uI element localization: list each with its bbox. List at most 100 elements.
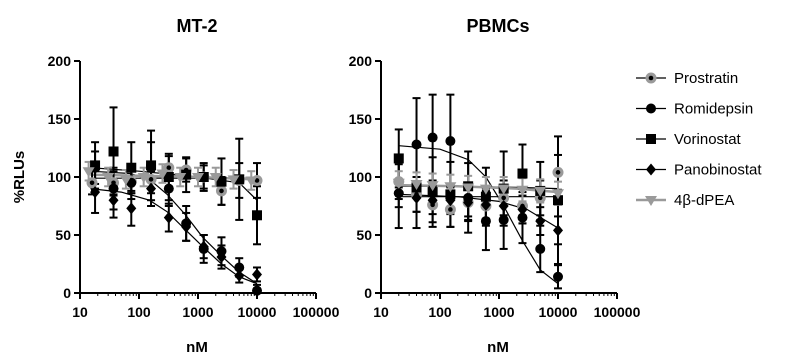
legend-item: Romidepsin [636, 101, 753, 118]
legend-label: Panobinostat [674, 162, 762, 179]
legend-marker [646, 134, 656, 144]
data-point-center [148, 177, 154, 182]
x-tick-label: 1000 [483, 304, 514, 320]
data-point [427, 194, 438, 207]
x-tick-label: 100 [428, 304, 452, 320]
data-point-center [89, 180, 95, 186]
legend-label: Prostratin [674, 70, 738, 87]
fit-curve [398, 193, 559, 229]
legend-marker [645, 196, 657, 206]
x-tick-label: 100000 [594, 304, 641, 320]
data-point [480, 191, 491, 202]
y-tick-label: 0 [364, 285, 372, 301]
y-tick-label: 200 [349, 53, 373, 69]
data-point [126, 162, 137, 173]
x-tick-label: 10 [72, 304, 88, 320]
data-point [462, 183, 475, 194]
data-point [534, 186, 547, 197]
data-point [445, 136, 456, 147]
data-point [137, 173, 150, 183]
fit-curve [398, 183, 559, 194]
data-point [252, 210, 262, 221]
data-point [163, 211, 174, 224]
legend-item: Prostratin [636, 70, 738, 87]
data-point [553, 195, 563, 206]
x-tick-label: 10 [373, 304, 389, 320]
legend-item: Panobinostat [636, 162, 762, 179]
data-point [119, 175, 132, 186]
data-point [392, 178, 405, 189]
data-point [553, 224, 563, 237]
plot-panel-mt2: 0 50 100 150 200 10 100 1000 10000 100000 [48, 53, 340, 320]
legend-marker [646, 103, 656, 114]
data-point [234, 174, 245, 185]
data-point [108, 183, 119, 194]
data-point-center [537, 195, 543, 201]
legend-label: Vorinostat [674, 131, 742, 148]
data-point-center [166, 165, 172, 171]
data-point-center [501, 195, 506, 201]
data-point [498, 214, 509, 225]
data-point [174, 173, 187, 183]
data-point [553, 271, 563, 282]
data-point [216, 251, 227, 264]
data-point [480, 216, 491, 227]
data-point [411, 139, 422, 150]
data-point [410, 179, 423, 190]
y-tick-label: 0 [63, 285, 71, 301]
x-axis-label-mt2: nM [186, 339, 208, 356]
data-point [426, 181, 439, 192]
data-point [517, 168, 528, 179]
data-point [552, 189, 564, 200]
data-point [393, 153, 404, 164]
data-point [445, 194, 456, 207]
data-point [126, 202, 137, 215]
x-axis-label-pbmcs: nM [487, 339, 509, 356]
data-point [163, 172, 174, 182]
legend: Prostratin Romidepsin Vorinostat Panobinost… [636, 70, 762, 209]
data-point [234, 262, 245, 273]
data-point [234, 269, 245, 282]
legend-label: 4β-dPEA [674, 192, 734, 209]
data-point [90, 160, 101, 171]
data-point [411, 191, 422, 204]
data-point [517, 203, 528, 216]
data-point-center [555, 170, 561, 175]
data-point [245, 176, 258, 187]
data-point-center [219, 188, 224, 194]
y-tick-label: 100 [349, 169, 373, 185]
data-point [444, 182, 457, 193]
data-point [535, 215, 546, 228]
data-point [102, 173, 115, 183]
data-point [146, 182, 157, 195]
data-point [146, 160, 157, 171]
data-point-center [254, 178, 260, 183]
data-point [516, 185, 529, 196]
data-point-center [448, 207, 453, 212]
y-tick-label: 150 [349, 111, 373, 127]
data-point [108, 146, 119, 157]
data-point [427, 187, 438, 198]
data-point [181, 220, 192, 233]
legend-item: 4β-dPEA [636, 192, 734, 209]
panel-title-mt2: MT-2 [176, 16, 217, 36]
legend-label: Romidepsin [674, 101, 753, 118]
data-point [252, 268, 262, 281]
data-point [427, 132, 438, 143]
panel-title-pbmcs: PBMCs [466, 16, 529, 36]
data-point [156, 169, 169, 180]
data-point [393, 187, 404, 200]
data-point [90, 186, 101, 199]
data-point [517, 212, 528, 223]
data-point [216, 176, 227, 187]
fit-curve [398, 145, 559, 285]
x-tick-label: 10000 [539, 304, 578, 320]
y-tick-label: 50 [55, 227, 71, 243]
data-point [227, 175, 240, 186]
y-tick-label: 200 [48, 53, 72, 69]
y-tick-label: 50 [356, 227, 372, 243]
data-point [498, 200, 509, 212]
data-point [82, 167, 95, 178]
